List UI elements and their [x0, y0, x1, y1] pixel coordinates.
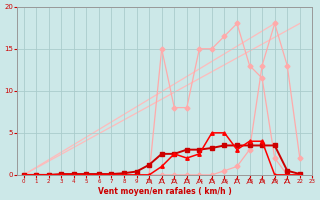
X-axis label: Vent moyen/en rafales ( km/h ): Vent moyen/en rafales ( km/h ) [98, 187, 232, 196]
